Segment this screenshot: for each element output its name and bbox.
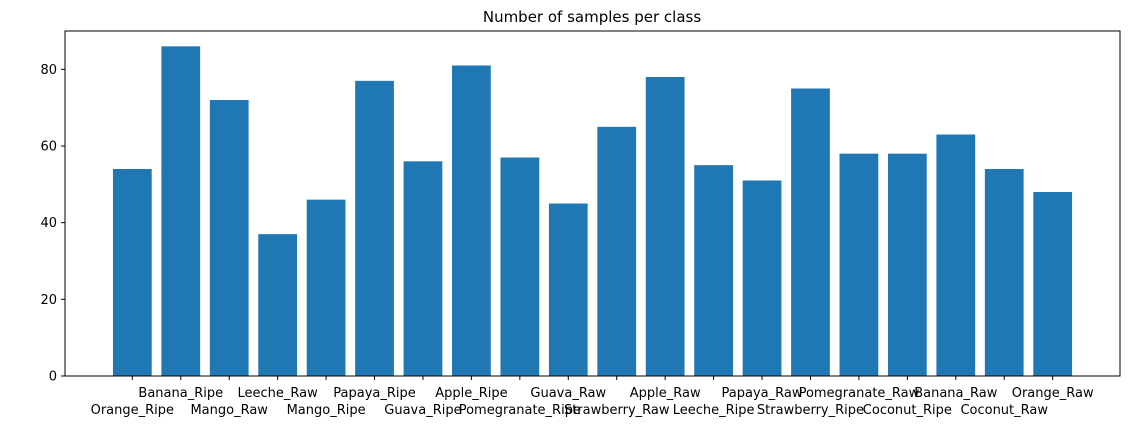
bar-banana-ripe <box>161 46 201 376</box>
bar-mango-raw <box>209 100 249 376</box>
x-tick-label: Leeche_Ripe <box>673 403 755 418</box>
bar-guava-ripe <box>403 161 443 376</box>
bar-orange-ripe <box>112 169 152 376</box>
x-tick-label: Coconut_Raw <box>960 403 1048 418</box>
x-tick-label: Apple_Ripe <box>435 386 507 401</box>
x-tick-label: Guava_Ripe <box>384 403 461 418</box>
x-tick-label: Banana_Raw <box>914 386 998 401</box>
y-tick-label: 20 <box>40 293 57 308</box>
y-tick-label: 80 <box>40 63 57 78</box>
bar-papaya-ripe <box>355 80 394 376</box>
y-tick-label: 60 <box>40 140 57 155</box>
bar-strawberry-ripe <box>791 88 830 376</box>
plot-frame <box>64 30 1121 377</box>
x-tick-label: Orange_Raw <box>1012 386 1094 401</box>
x-tick-label: Pomegranate_Raw <box>799 386 920 401</box>
x-tick-label: Mango_Ripe <box>287 403 366 418</box>
bar-pomegranate-raw <box>839 153 879 376</box>
y-tick-label: 40 <box>40 216 57 231</box>
x-tick-label: Coconut_Ripe <box>863 403 952 418</box>
bar-leeche-ripe <box>694 165 733 376</box>
x-tick-label: Papaya_Raw <box>722 386 803 401</box>
x-tick-label: Banana_Ripe <box>138 386 223 401</box>
x-tick-label: Leeche_Raw <box>238 386 319 401</box>
bar-leeche-raw <box>258 234 298 376</box>
bar-apple-ripe <box>452 65 491 376</box>
chart-title: Number of samples per class <box>483 8 701 26</box>
x-tick-label: Orange_Ripe <box>91 403 174 418</box>
x-tick-label: Papaya_Ripe <box>333 386 416 401</box>
x-tick-label: Apple_Raw <box>630 386 701 401</box>
x-tick-label: Mango_Raw <box>190 403 268 418</box>
bar-mango-ripe <box>306 199 346 376</box>
bar-apple-raw <box>645 77 685 376</box>
bar-banana-raw <box>936 134 976 376</box>
bars-group <box>112 46 1073 376</box>
x-tick-label: Strawberry_Ripe <box>757 403 864 418</box>
bar-coconut-ripe <box>887 153 927 376</box>
bar-orange-raw <box>1033 192 1073 376</box>
bar-papaya-raw <box>742 180 782 376</box>
bar-strawberry-raw <box>597 126 637 376</box>
bar-guava-raw <box>548 203 588 376</box>
x-tick-label: Strawberry_Raw <box>564 403 670 418</box>
y-tick-label: 0 <box>49 370 57 385</box>
x-tick-label: Pomegranate_Ripe <box>459 403 581 418</box>
bar-pomegranate-ripe <box>500 157 540 376</box>
y-axis: 0 20 40 60 80 <box>40 63 65 385</box>
x-axis: Orange_Ripe Banana_Ripe Mango_Raw Leeche_Ra… <box>91 376 1094 418</box>
bar-coconut-raw <box>984 169 1024 376</box>
x-tick-label: Guava_Raw <box>530 386 606 401</box>
